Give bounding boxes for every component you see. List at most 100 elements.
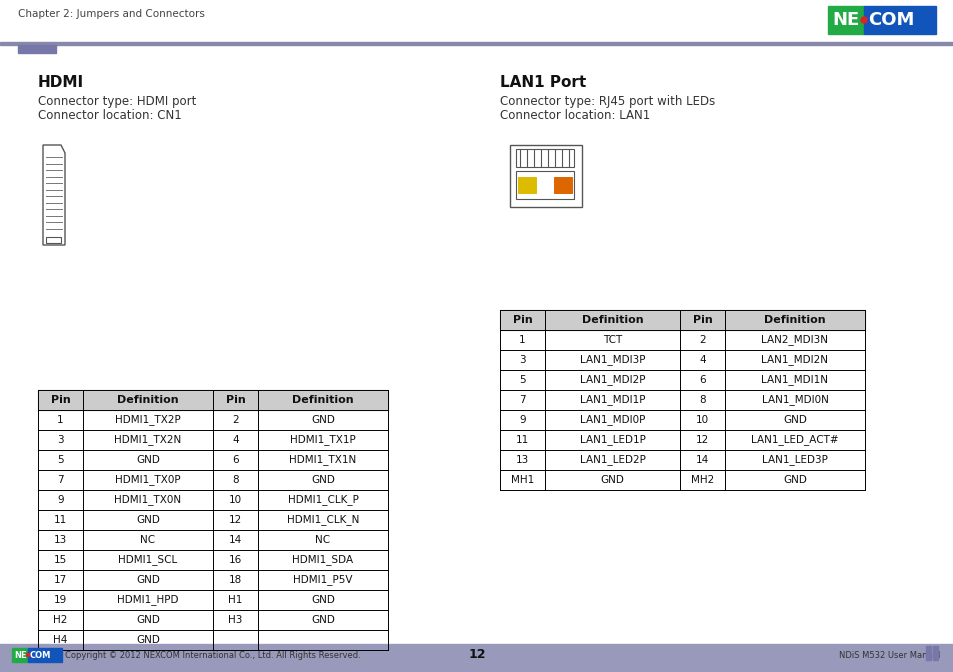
Text: MH2: MH2	[690, 475, 714, 485]
Text: Pin: Pin	[692, 315, 712, 325]
Text: 9: 9	[57, 495, 64, 505]
Text: Connector type: RJ45 port with LEDs: Connector type: RJ45 port with LEDs	[499, 95, 715, 108]
Text: 17: 17	[53, 575, 67, 585]
Text: 5: 5	[57, 455, 64, 465]
Bar	[516, 171, 574, 199]
Circle shape	[861, 17, 866, 23]
Text: LAN1_MDI0N: LAN1_MDI0N	[760, 394, 827, 405]
Bar	[499, 310, 864, 330]
Text: Connector location: CN1: Connector location: CN1	[38, 109, 182, 122]
Text: H2: H2	[53, 615, 68, 625]
Text: HDMI1_TX1P: HDMI1_TX1P	[290, 435, 355, 446]
Bar	[12, 648, 28, 662]
Text: GND: GND	[136, 515, 160, 525]
Bar	[863, 6, 935, 34]
Text: GND: GND	[311, 415, 335, 425]
Text: GND: GND	[600, 475, 624, 485]
Text: 14: 14	[695, 455, 708, 465]
Text: H3: H3	[228, 615, 242, 625]
Text: 10: 10	[229, 495, 242, 505]
Text: 2: 2	[699, 335, 705, 345]
Text: 12: 12	[695, 435, 708, 445]
Text: MH1: MH1	[511, 475, 534, 485]
Text: 9: 9	[518, 415, 525, 425]
Text: LAN1_LED_ACT#: LAN1_LED_ACT#	[750, 435, 838, 446]
Text: Pin: Pin	[51, 395, 71, 405]
Text: HDMI1_HPD: HDMI1_HPD	[117, 595, 178, 605]
Text: 13: 13	[53, 535, 67, 545]
Text: 1: 1	[57, 415, 64, 425]
Text: NE: NE	[831, 11, 859, 29]
Text: 10: 10	[695, 415, 708, 425]
Text: HDMI1_TX1N: HDMI1_TX1N	[289, 454, 356, 466]
Text: GND: GND	[782, 475, 806, 485]
Bar	[932, 656, 937, 660]
Text: HDMI1_TX2P: HDMI1_TX2P	[115, 415, 181, 425]
Text: GND: GND	[311, 595, 335, 605]
Text: LAN1 Port: LAN1 Port	[499, 75, 586, 90]
Bar	[0, 0, 953, 42]
Text: Connector location: LAN1: Connector location: LAN1	[499, 109, 650, 122]
Text: H1: H1	[228, 595, 242, 605]
Text: LAN2_MDI3N: LAN2_MDI3N	[760, 335, 827, 345]
Text: 7: 7	[57, 475, 64, 485]
Text: LAN1_LED1P: LAN1_LED1P	[579, 435, 645, 446]
Text: HDMI1_TX0N: HDMI1_TX0N	[114, 495, 181, 505]
Text: Connector type: HDMI port: Connector type: HDMI port	[38, 95, 196, 108]
Bar	[925, 656, 930, 660]
Text: H4: H4	[53, 635, 68, 645]
Text: Definition: Definition	[292, 395, 354, 405]
Bar	[827, 6, 863, 34]
Text: Chapter 2: Jumpers and Connectors: Chapter 2: Jumpers and Connectors	[18, 9, 205, 19]
Text: 7: 7	[518, 395, 525, 405]
Text: 6: 6	[232, 455, 238, 465]
Text: 18: 18	[229, 575, 242, 585]
Circle shape	[27, 653, 30, 657]
Text: GND: GND	[311, 475, 335, 485]
Text: 13: 13	[516, 455, 529, 465]
Text: 3: 3	[518, 355, 525, 365]
Text: 12: 12	[229, 515, 242, 525]
Text: NE: NE	[14, 650, 27, 659]
Text: 11: 11	[516, 435, 529, 445]
Text: Pin: Pin	[226, 395, 245, 405]
Bar	[932, 651, 937, 655]
Text: 1: 1	[518, 335, 525, 345]
Text: TCT: TCT	[602, 335, 621, 345]
Bar	[18, 45, 56, 53]
Text: NDiS M532 User Manual: NDiS M532 User Manual	[838, 650, 939, 659]
Text: COM: COM	[30, 650, 51, 659]
Text: 4: 4	[699, 355, 705, 365]
Bar	[28, 648, 62, 662]
Text: 2: 2	[232, 415, 238, 425]
Bar	[510, 145, 581, 207]
Text: NC: NC	[315, 535, 331, 545]
Text: HDMI1_CLK_N: HDMI1_CLK_N	[287, 515, 359, 526]
Text: Definition: Definition	[763, 315, 825, 325]
Text: Copyright © 2012 NEXCOM International Co., Ltd. All Rights Reserved.: Copyright © 2012 NEXCOM International Co…	[65, 650, 360, 659]
Text: 4: 4	[232, 435, 238, 445]
Text: 15: 15	[53, 555, 67, 565]
Text: LAN1_MDI1P: LAN1_MDI1P	[579, 394, 644, 405]
Text: LAN1_MDI2N: LAN1_MDI2N	[760, 355, 827, 366]
Text: 11: 11	[53, 515, 67, 525]
Text: GND: GND	[136, 455, 160, 465]
Text: 12: 12	[468, 648, 485, 661]
Text: HDMI1_TX0P: HDMI1_TX0P	[115, 474, 181, 485]
Text: 14: 14	[229, 535, 242, 545]
Text: 3: 3	[57, 435, 64, 445]
Text: HDMI: HDMI	[38, 75, 84, 90]
Bar	[0, 644, 953, 672]
Text: HDMI1_P5V: HDMI1_P5V	[293, 575, 353, 585]
Text: Definition: Definition	[581, 315, 642, 325]
Text: LAN1_MDI0P: LAN1_MDI0P	[579, 415, 644, 425]
Bar	[516, 149, 574, 167]
Bar	[925, 646, 930, 650]
Text: GND: GND	[136, 635, 160, 645]
Text: 6: 6	[699, 375, 705, 385]
Text: HDMI1_SDA: HDMI1_SDA	[293, 554, 354, 565]
Text: NC: NC	[140, 535, 155, 545]
Text: GND: GND	[311, 615, 335, 625]
Text: HDMI1_SCL: HDMI1_SCL	[118, 554, 177, 565]
Bar	[38, 390, 388, 410]
